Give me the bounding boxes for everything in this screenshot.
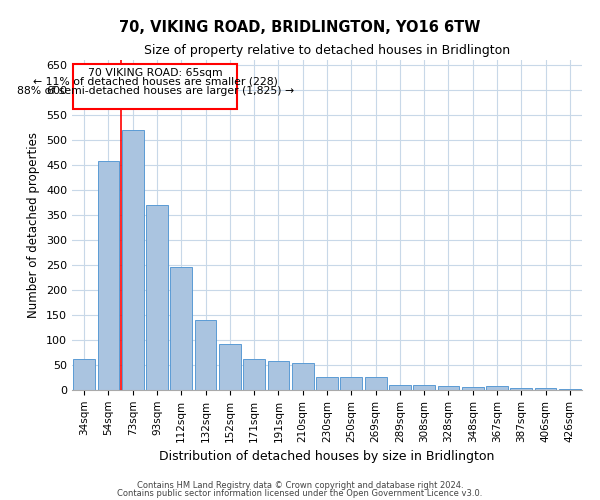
Bar: [511, 388, 532, 390]
Y-axis label: Number of detached properties: Number of detached properties: [28, 132, 40, 318]
Bar: [462, 386, 484, 390]
Bar: [219, 344, 241, 390]
Bar: [73, 359, 95, 390]
X-axis label: Distribution of detached houses by size in Bridlington: Distribution of detached houses by size …: [160, 450, 494, 463]
Text: Contains HM Land Registry data © Crown copyright and database right 2024.: Contains HM Land Registry data © Crown c…: [137, 480, 463, 490]
Bar: [146, 205, 168, 390]
Title: Size of property relative to detached houses in Bridlington: Size of property relative to detached ho…: [144, 44, 510, 58]
FancyBboxPatch shape: [73, 64, 237, 109]
Bar: [292, 362, 314, 390]
Text: 70, VIKING ROAD, BRIDLINGTON, YO16 6TW: 70, VIKING ROAD, BRIDLINGTON, YO16 6TW: [119, 20, 481, 35]
Text: 70 VIKING ROAD: 65sqm: 70 VIKING ROAD: 65sqm: [88, 68, 223, 78]
Bar: [268, 361, 289, 390]
Bar: [316, 377, 338, 390]
Bar: [389, 384, 411, 390]
Text: Contains public sector information licensed under the Open Government Licence v3: Contains public sector information licen…: [118, 489, 482, 498]
Text: ← 11% of detached houses are smaller (228): ← 11% of detached houses are smaller (22…: [33, 77, 278, 87]
Bar: [365, 377, 386, 390]
Bar: [122, 130, 143, 390]
Bar: [170, 266, 192, 390]
Bar: [97, 161, 119, 390]
Bar: [486, 386, 508, 390]
Bar: [413, 384, 435, 390]
Bar: [535, 388, 556, 390]
Bar: [437, 386, 460, 390]
Bar: [340, 377, 362, 390]
Bar: [559, 388, 581, 390]
Text: 88% of semi-detached houses are larger (1,825) →: 88% of semi-detached houses are larger (…: [17, 86, 294, 96]
Bar: [194, 320, 217, 390]
Bar: [243, 359, 265, 390]
